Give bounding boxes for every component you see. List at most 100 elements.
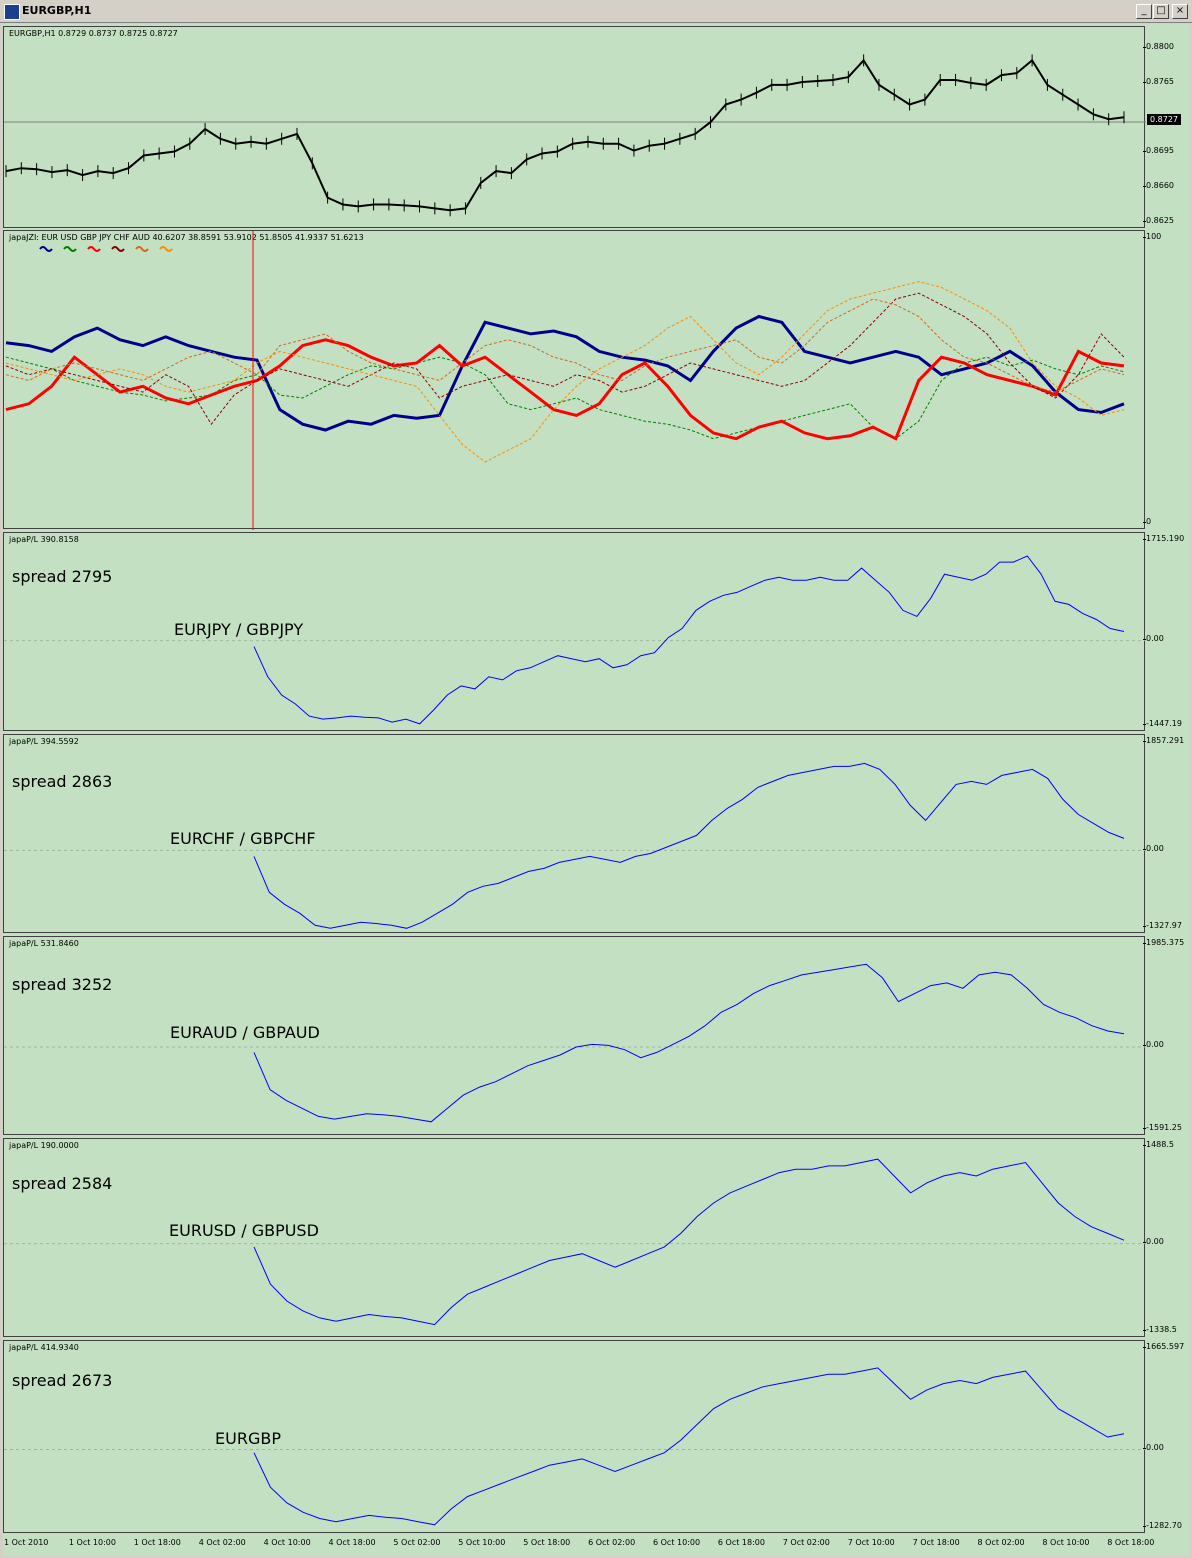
time-tick-label: 7 Oct 02:00 <box>782 1538 830 1547</box>
price-scale: 0.8800 0.8765 0.8695 0.8660 0.8625 <box>1143 26 1192 228</box>
time-tick-label: 5 Oct 02:00 <box>393 1538 441 1547</box>
close-button[interactable]: × <box>1172 4 1188 19</box>
time-tick-label: 8 Oct 10:00 <box>1042 1538 1090 1547</box>
spread-label: spread 3252 <box>12 975 113 994</box>
time-tick-label: 1 Oct 18:00 <box>133 1538 181 1547</box>
price-tick: 0.8695 <box>1143 146 1174 155</box>
pl-tick: 0.00 <box>1143 1237 1164 1246</box>
pl-tick: -1447.19 <box>1143 719 1182 728</box>
pl-tick: -1591.25 <box>1143 1123 1182 1132</box>
jzi-chart <box>5 231 1125 530</box>
time-tick-label: 8 Oct 02:00 <box>977 1538 1025 1547</box>
pl-tick: 0.00 <box>1143 844 1164 853</box>
time-tick-label: 7 Oct 10:00 <box>847 1538 895 1547</box>
time-tick-label: 5 Oct 10:00 <box>458 1538 506 1547</box>
pl-tick: -1282.70 <box>1143 1521 1182 1530</box>
pl-chart <box>4 963 1146 1123</box>
pl-chart <box>4 762 1146 929</box>
legend-swatch-usd <box>63 246 77 252</box>
pl-scale: 1715.190 0.00 -1447.19 <box>1142 532 1192 731</box>
spread-label: spread 2584 <box>12 1174 113 1193</box>
time-tick-label: 4 Oct 18:00 <box>328 1538 376 1547</box>
maximize-button[interactable]: □ <box>1153 4 1169 19</box>
pl-panel-title: japaP/L 394.5592 <box>9 737 79 746</box>
pair-label: EURGBP <box>215 1429 281 1448</box>
pl-tick: 1665.597 <box>1142 1342 1185 1351</box>
pair-label: EURCHF / GBPCHF <box>170 829 316 848</box>
time-tick-label: 1 Oct 10:00 <box>68 1538 116 1547</box>
pl-panel-title: japaP/L 190.0000 <box>9 1141 79 1150</box>
time-tick-label: 7 Oct 18:00 <box>912 1538 960 1547</box>
pl-line <box>253 1158 1125 1326</box>
pl-tick: 0.00 <box>1143 1443 1164 1452</box>
jzi-series-eur <box>5 314 1125 432</box>
pl-panel[interactable]: japaP/L 531.8460 spread 3252 EURAUD / GB… <box>3 936 1146 1135</box>
spread-label: spread 2673 <box>12 1371 113 1390</box>
pl-tick: -1327.97 <box>1143 921 1182 930</box>
price-chart <box>4 54 1146 217</box>
time-tick-label: 4 Oct 02:00 <box>198 1538 246 1547</box>
jzi-series-jpy <box>5 292 1125 426</box>
price-tick: 0.8765 <box>1143 77 1174 86</box>
spread-label: spread 2795 <box>12 567 113 586</box>
pair-label: EURJPY / GBPJPY <box>174 620 304 639</box>
minimize-button[interactable]: _ <box>1136 4 1152 19</box>
pl-tick: 0.00 <box>1143 1040 1164 1049</box>
jzi-series-gbp <box>5 338 1125 441</box>
window-titlebar: EURGBP,H1 _ □ × <box>0 0 1192 23</box>
price-tick: 0.8800 <box>1143 42 1174 51</box>
pl-scale: 1488.5 0.00 -1338.5 <box>1143 1138 1192 1337</box>
pl-tick: 1715.190 <box>1142 534 1185 543</box>
pl-scale: 1985.375 0.00 -1591.25 <box>1142 936 1192 1135</box>
jzi-panel-title: japaJZI: EUR USD GBP JPY CHF AUD 40.6207… <box>9 233 364 242</box>
time-tick-label: 1 Oct 2010 <box>4 1538 49 1547</box>
pair-label: EURAUD / GBPAUD <box>170 1023 320 1042</box>
price-tick: 0.8625 <box>1143 216 1174 225</box>
time-tick-label: 6 Oct 02:00 <box>588 1538 636 1547</box>
pl-tick: 1985.375 <box>1142 938 1185 947</box>
jzi-panel[interactable]: japaJZI: EUR USD GBP JPY CHF AUD 40.6207… <box>3 230 1145 530</box>
price-panel[interactable]: EURGBP,H1 0.8729 0.8737 0.8725 0.8727 <box>3 26 1146 228</box>
time-axis: 1 Oct 2010 1 Oct 10:00 1 Oct 18:00 4 Oct 02… <box>3 1535 1154 1555</box>
pl-panel-title: japaP/L 414.9340 <box>9 1343 79 1352</box>
pl-panel[interactable]: japaP/L 414.9340 spread 2673 EURGBP <box>3 1340 1146 1533</box>
pl-chart <box>4 555 1146 725</box>
pl-tick: 0.00 <box>1143 634 1164 643</box>
pl-line <box>253 1367 1125 1526</box>
time-tick-label: 6 Oct 18:00 <box>717 1538 765 1547</box>
pl-scale: 1665.597 0.00 -1282.70 <box>1142 1340 1192 1533</box>
pair-label: EURUSD / GBPUSD <box>169 1221 319 1240</box>
pl-chart <box>4 1367 1146 1526</box>
legend-swatch-eur <box>39 246 53 252</box>
pl-tick: 1488.5 <box>1143 1140 1174 1149</box>
pl-line <box>253 762 1125 929</box>
pl-panel-title: japaP/L 390.8158 <box>9 535 79 544</box>
time-tick-label: 8 Oct 18:00 <box>1107 1538 1155 1547</box>
window-title: EURGBP,H1 <box>22 4 92 17</box>
legend-swatch-gbp <box>87 246 101 252</box>
price-tick: 0.8660 <box>1143 181 1174 190</box>
pl-line <box>253 555 1125 725</box>
pl-panel-title: japaP/L 531.8460 <box>9 939 79 948</box>
pl-scale: 1857.291 0.00 -1327.97 <box>1142 734 1192 933</box>
pl-line <box>253 963 1125 1123</box>
time-tick-label: 6 Oct 10:00 <box>653 1538 701 1547</box>
time-tick-label: 5 Oct 18:00 <box>523 1538 571 1547</box>
current-price-tag: 0.8727 <box>1147 114 1181 125</box>
pl-tick: -1338.5 <box>1143 1325 1177 1334</box>
jzi-series-aud <box>5 281 1125 463</box>
pl-tick: 1857.291 <box>1142 736 1185 745</box>
spread-label: spread 2863 <box>12 772 113 791</box>
pl-panel[interactable]: japaP/L 394.5592 spread 2863 EURCHF / GB… <box>3 734 1146 933</box>
pl-chart <box>4 1158 1146 1326</box>
jzi-series-chf <box>5 298 1125 393</box>
jzi-scale: 100 0 <box>1142 230 1192 529</box>
price-line <box>5 58 1125 212</box>
pl-panel[interactable]: japaP/L 190.0000 spread 2584 EURUSD / GB… <box>3 1138 1146 1337</box>
jzi-tick: 100 <box>1142 232 1162 241</box>
app-icon <box>4 4 20 20</box>
legend-swatch-aud <box>159 246 173 252</box>
time-tick-label: 4 Oct 10:00 <box>263 1538 311 1547</box>
legend-swatch-jpy <box>111 246 125 252</box>
pl-panel[interactable]: japaP/L 390.8158 spread 2795 EURJPY / GB… <box>3 532 1146 731</box>
